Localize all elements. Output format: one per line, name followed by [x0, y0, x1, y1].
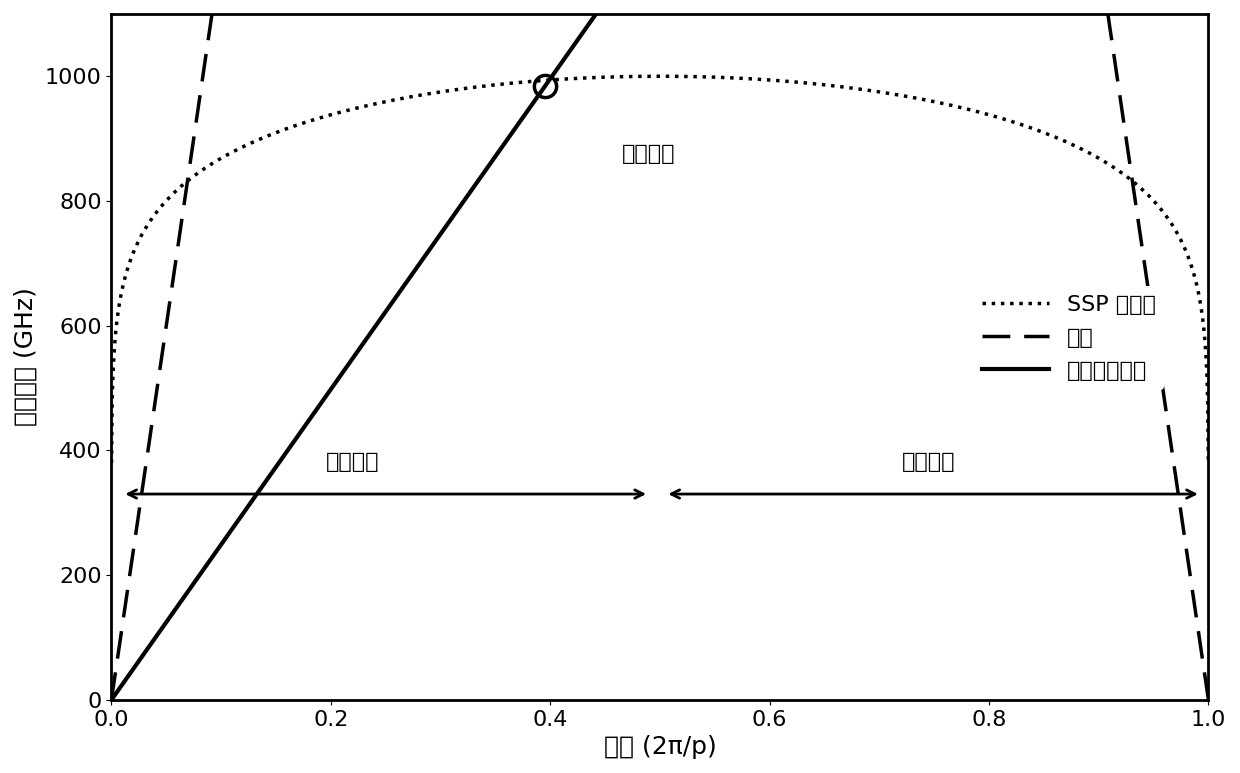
电子注色散线 — [317, 393, 332, 403]
Text: 互作用点: 互作用点 — [621, 145, 675, 165]
SSP 色散线 — [1200, 458, 1215, 468]
光线 — [1100, 9, 1115, 19]
Legend: SSP 色散线, 光线, 电子注色散线: SSP 色散线, 光线, 电子注色散线 — [973, 286, 1164, 390]
Line: 光线: 光线 — [1107, 14, 1209, 700]
SSP 色散线 — [968, 107, 983, 116]
电子注色散线 — [300, 417, 315, 427]
SSP 色散线 — [104, 458, 119, 468]
电子注色散线 — [589, 9, 604, 19]
SSP 色散线 — [609, 72, 624, 81]
电子注色散线 — [436, 224, 451, 233]
SSP 色散线 — [160, 195, 175, 204]
Y-axis label: 工作频率 (GHz): 工作频率 (GHz) — [14, 288, 38, 426]
电子注色散线 — [482, 160, 497, 169]
光线 — [1153, 366, 1168, 375]
Line: SSP 色散线: SSP 色散线 — [112, 77, 1208, 463]
Text: 返向波区: 返向波区 — [901, 452, 956, 472]
SSP 色散线 — [637, 72, 652, 81]
SSP 色散线 — [652, 72, 667, 81]
光线 — [1153, 369, 1168, 379]
电子注色散线 — [154, 625, 169, 635]
电子注色散线 — [104, 695, 119, 704]
SSP 色散线 — [1169, 227, 1184, 237]
光线 — [1118, 133, 1133, 142]
电子注色散线 — [491, 148, 506, 157]
Line: 电子注色散线: 电子注色散线 — [112, 14, 596, 700]
Text: 前向波区: 前向波区 — [326, 452, 379, 472]
光线 — [1147, 324, 1162, 333]
SSP 色散线 — [1169, 228, 1184, 237]
光线 — [1102, 26, 1117, 35]
X-axis label: 波矢 (2π/p): 波矢 (2π/p) — [604, 735, 717, 759]
光线 — [1141, 287, 1156, 296]
光线 — [1202, 695, 1216, 704]
